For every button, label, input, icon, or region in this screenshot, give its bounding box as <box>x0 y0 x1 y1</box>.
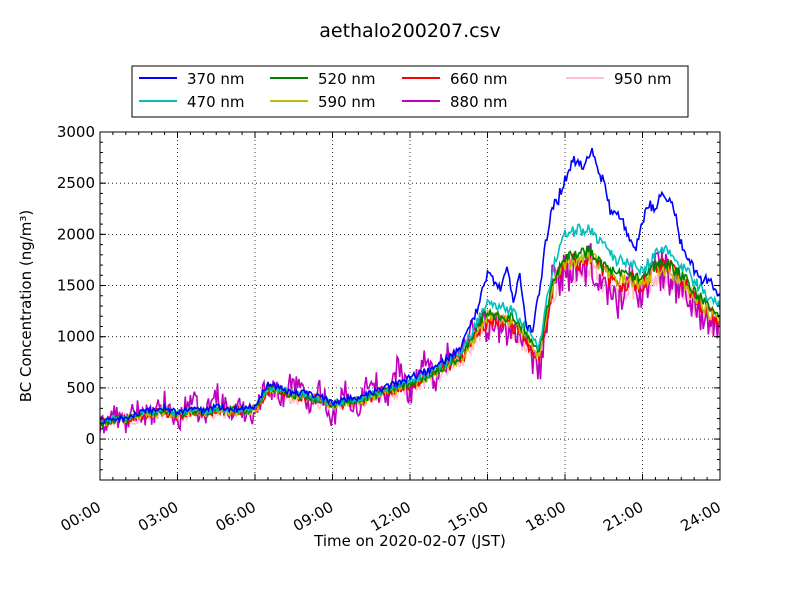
y-tick-label: 2000 <box>57 225 95 243</box>
legend-frame <box>131 65 689 118</box>
x-tick-label: 24:00 <box>678 498 724 535</box>
x-tick-label: 21:00 <box>600 498 646 535</box>
y-tick-label: 0 <box>85 430 95 448</box>
y-axis-label: BC Concentration (ng/m³) <box>17 210 35 403</box>
x-tick-label: 12:00 <box>368 498 414 535</box>
series-line-370-nm <box>100 147 720 425</box>
legend-label: 880 nm <box>450 93 508 111</box>
x-tick-label: 18:00 <box>523 498 569 535</box>
legend-label: 520 nm <box>318 70 376 88</box>
x-axis: 00:00 03:00 06:00 09:00 12:00 15:00 18:00 21:00… <box>58 132 724 535</box>
series-lines <box>100 147 720 434</box>
grid <box>99 131 721 480</box>
y-tick-label: 500 <box>66 379 95 397</box>
legend: 370 nm 470 nm 520 nm 590 nm 660 nm 880 nm 950 … <box>131 65 689 118</box>
chart-title: aethalo200207.csv <box>319 20 501 42</box>
legend-label: 370 nm <box>187 70 245 88</box>
y-tick-label: 1500 <box>57 277 95 295</box>
x-tick-label: 06:00 <box>213 498 259 535</box>
y-axis: 0 500 1000 1500 2000 2500 3000 <box>57 123 720 481</box>
y-tick-label: 2500 <box>57 174 95 192</box>
legend-label: 470 nm <box>187 93 245 111</box>
x-tick-label: 00:00 <box>58 498 104 535</box>
legend-label: 950 nm <box>614 70 672 88</box>
x-tick-label: 03:00 <box>135 498 181 535</box>
x-axis-label: Time on 2020-02-07 (JST) <box>313 532 506 550</box>
y-tick-label: 3000 <box>57 123 95 141</box>
y-tick-label: 1000 <box>57 328 95 346</box>
legend-label: 660 nm <box>450 70 508 88</box>
x-tick-label: 15:00 <box>445 498 491 535</box>
x-tick-label: 09:00 <box>290 498 336 535</box>
legend-label: 590 nm <box>318 93 376 111</box>
